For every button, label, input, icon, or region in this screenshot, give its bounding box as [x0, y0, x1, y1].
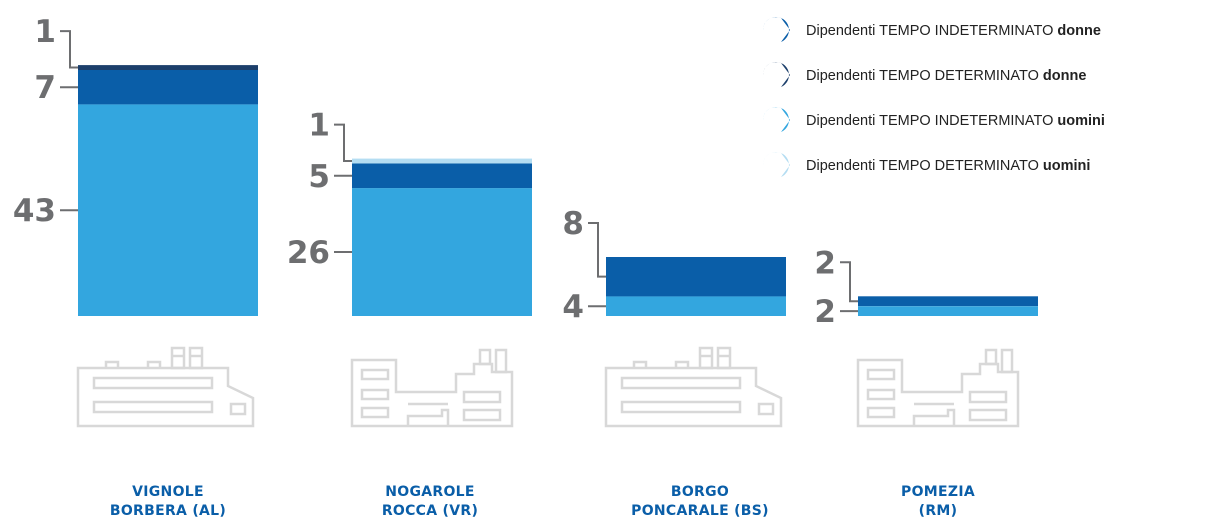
bar-segment-ind_uomini — [352, 188, 532, 316]
value-label: 2 — [814, 294, 836, 330]
bar-segment-det_uomini — [352, 158, 532, 164]
category-label: PONCARALE (BS) — [631, 503, 769, 519]
bar-segment-ind_donne — [352, 163, 532, 189]
legend-swatch-det_donne — [763, 62, 790, 87]
legend-label-det_donne: Dipendenti TEMPO DETERMINATO donne — [806, 68, 1086, 84]
value-label: 1 — [308, 108, 330, 144]
value-label-leader — [840, 261, 858, 303]
category-labels-layer: VIGNOLE BORBERA (AL) NOGAROLE ROCCA (VR) BOR… — [110, 484, 975, 519]
legend-label-ind_uomini: Dipendenti TEMPO INDETERMINATO uomini — [806, 113, 1105, 129]
bar-segment-det_donne — [78, 65, 258, 70]
factory-icon — [76, 346, 255, 428]
value-label-leader — [334, 123, 352, 162]
category-label: BORBERA (AL) — [110, 503, 226, 519]
value-label-leader — [588, 222, 606, 278]
bar-segment-ind_uomini — [606, 296, 786, 316]
legend-swatch-ind_uomini — [763, 107, 790, 132]
legend-swatch-ind_donne — [763, 17, 790, 42]
bar-segment-ind_uomini — [858, 306, 1038, 316]
category-label: POMEZIA — [901, 484, 975, 500]
value-label: 4 — [562, 289, 584, 325]
value-label: 2 — [814, 245, 836, 281]
value-label: 8 — [562, 206, 584, 242]
value-label-leader — [60, 30, 78, 69]
bar-segment-ind_donne — [606, 257, 786, 297]
category-label: VIGNOLE — [132, 484, 204, 500]
value-label: 7 — [34, 70, 56, 106]
bar-segment-ind_donne — [858, 296, 1038, 307]
bar-segment-ind_donne — [78, 70, 258, 105]
legend: Dipendenti TEMPO INDETERMINATO donne Dipe… — [763, 17, 1105, 177]
value-label: 1 — [34, 14, 56, 50]
value-label: 26 — [287, 235, 330, 271]
category-label: NOGAROLE — [385, 484, 475, 500]
category-label: (RM) — [919, 503, 958, 519]
factory-icon — [856, 348, 1020, 428]
bars-layer — [78, 65, 1038, 317]
factory-icon — [604, 346, 783, 428]
category-label: BORGO — [671, 484, 729, 500]
category-label: ROCCA (VR) — [382, 503, 478, 519]
legend-label-det_uomini: Dipendenti TEMPO DETERMINATO uomini — [806, 158, 1090, 174]
value-label: 5 — [308, 159, 330, 195]
legend-label-ind_donne: Dipendenti TEMPO INDETERMINATO donne — [806, 23, 1101, 39]
value-label: 43 — [13, 193, 56, 229]
factory-icons-layer — [76, 346, 1020, 428]
legend-swatch-det_uomini — [763, 152, 790, 177]
factory-icon — [350, 348, 514, 428]
bar-segment-ind_uomini — [78, 104, 258, 317]
